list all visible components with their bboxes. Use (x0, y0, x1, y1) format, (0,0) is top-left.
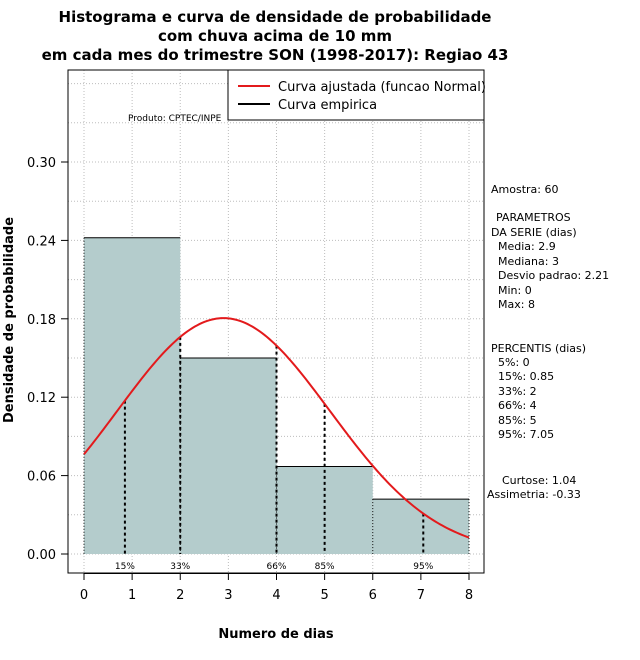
percentile-lines: 15% 33% 66% 85% 95% (115, 336, 434, 572)
x-tick-label: 4 (272, 588, 280, 603)
stat-p33: 33%: 2 (498, 385, 537, 398)
stat-percentis-title: PERCENTIS (dias) (491, 342, 586, 355)
fitted-curve-layer (83, 317, 470, 539)
stat-media: Media: 2.9 (498, 240, 556, 253)
credit-text: Produto: CPTEC/INPE (128, 114, 222, 124)
stat-min: Min: 0 (498, 284, 532, 297)
stat-params-title-2: DA SERIE (dias) (491, 226, 577, 239)
percentile-label: 85% (315, 562, 335, 572)
histogram-bar (276, 466, 373, 554)
y-tick-label: 0.12 (27, 391, 56, 406)
stats-panel: Amostra: 60 PARAMETROS DA SERIE (dias) M… (487, 183, 609, 501)
stat-p15: 15%: 0.85 (498, 370, 554, 383)
x-tick-label: 6 (369, 588, 377, 603)
legend-empirical-label: Curva empirica (278, 98, 377, 113)
legend-fitted-label: Curva ajustada (funcao Normal) (278, 80, 486, 95)
x-tick-label: 0 (80, 588, 88, 603)
stat-desvio: Desvio padrao: 2.21 (498, 269, 609, 282)
stat-p5: 5%: 0 (498, 356, 530, 369)
histogram-bar (372, 499, 469, 554)
legend-box (227, 69, 485, 121)
x-tick-label: 8 (465, 588, 473, 603)
chart-title-line-2: com chuva acima de 10 mm (158, 27, 392, 45)
percentile-label: 95% (413, 562, 433, 572)
stat-p85: 85%: 5 (498, 414, 537, 427)
legend: Curva ajustada (funcao Normal) Curva emp… (227, 69, 486, 121)
percentile-label: 15% (115, 562, 135, 572)
x-tick-label: 7 (417, 588, 425, 603)
stat-amostra: Amostra: 60 (491, 183, 558, 196)
chart-title-line-1: Histograma e curva de densidade de proba… (59, 8, 492, 26)
x-tick-label: 3 (224, 588, 232, 603)
x-tick-label: 1 (128, 588, 136, 603)
chart-title-line-3: em cada mes do trimestre SON (1998-2017)… (42, 46, 509, 64)
y-tick-label: 0.18 (27, 313, 56, 328)
fitted-normal-curve (83, 317, 470, 539)
histogram-bar (180, 358, 277, 554)
x-tick-label: 2 (176, 588, 184, 603)
x-axis-label: Numero de dias (218, 627, 334, 642)
stat-mediana: Mediana: 3 (498, 255, 559, 268)
x-tick-label: 5 (320, 588, 328, 603)
stat-params-title-1: PARAMETROS (496, 211, 571, 224)
y-axis-label: Densidade de probabilidade (2, 217, 17, 423)
stat-assimetria: Assimetria: -0.33 (487, 488, 581, 501)
stat-max: Max: 8 (498, 298, 535, 311)
y-tick-label: 0.06 (27, 470, 56, 485)
histogram-bars (83, 237, 470, 554)
stat-p95: 95%: 7.05 (498, 428, 554, 441)
stat-curtose: Curtose: 1.04 (502, 474, 576, 487)
y-tick-label: 0.24 (27, 234, 56, 249)
percentile-label: 33% (170, 562, 190, 572)
y-tick-label: 0.30 (27, 156, 56, 171)
stat-p66: 66%: 4 (498, 399, 537, 412)
y-tick-label: 0.00 (27, 548, 56, 563)
histogram-bar (84, 237, 181, 554)
percentile-label: 66% (266, 562, 286, 572)
